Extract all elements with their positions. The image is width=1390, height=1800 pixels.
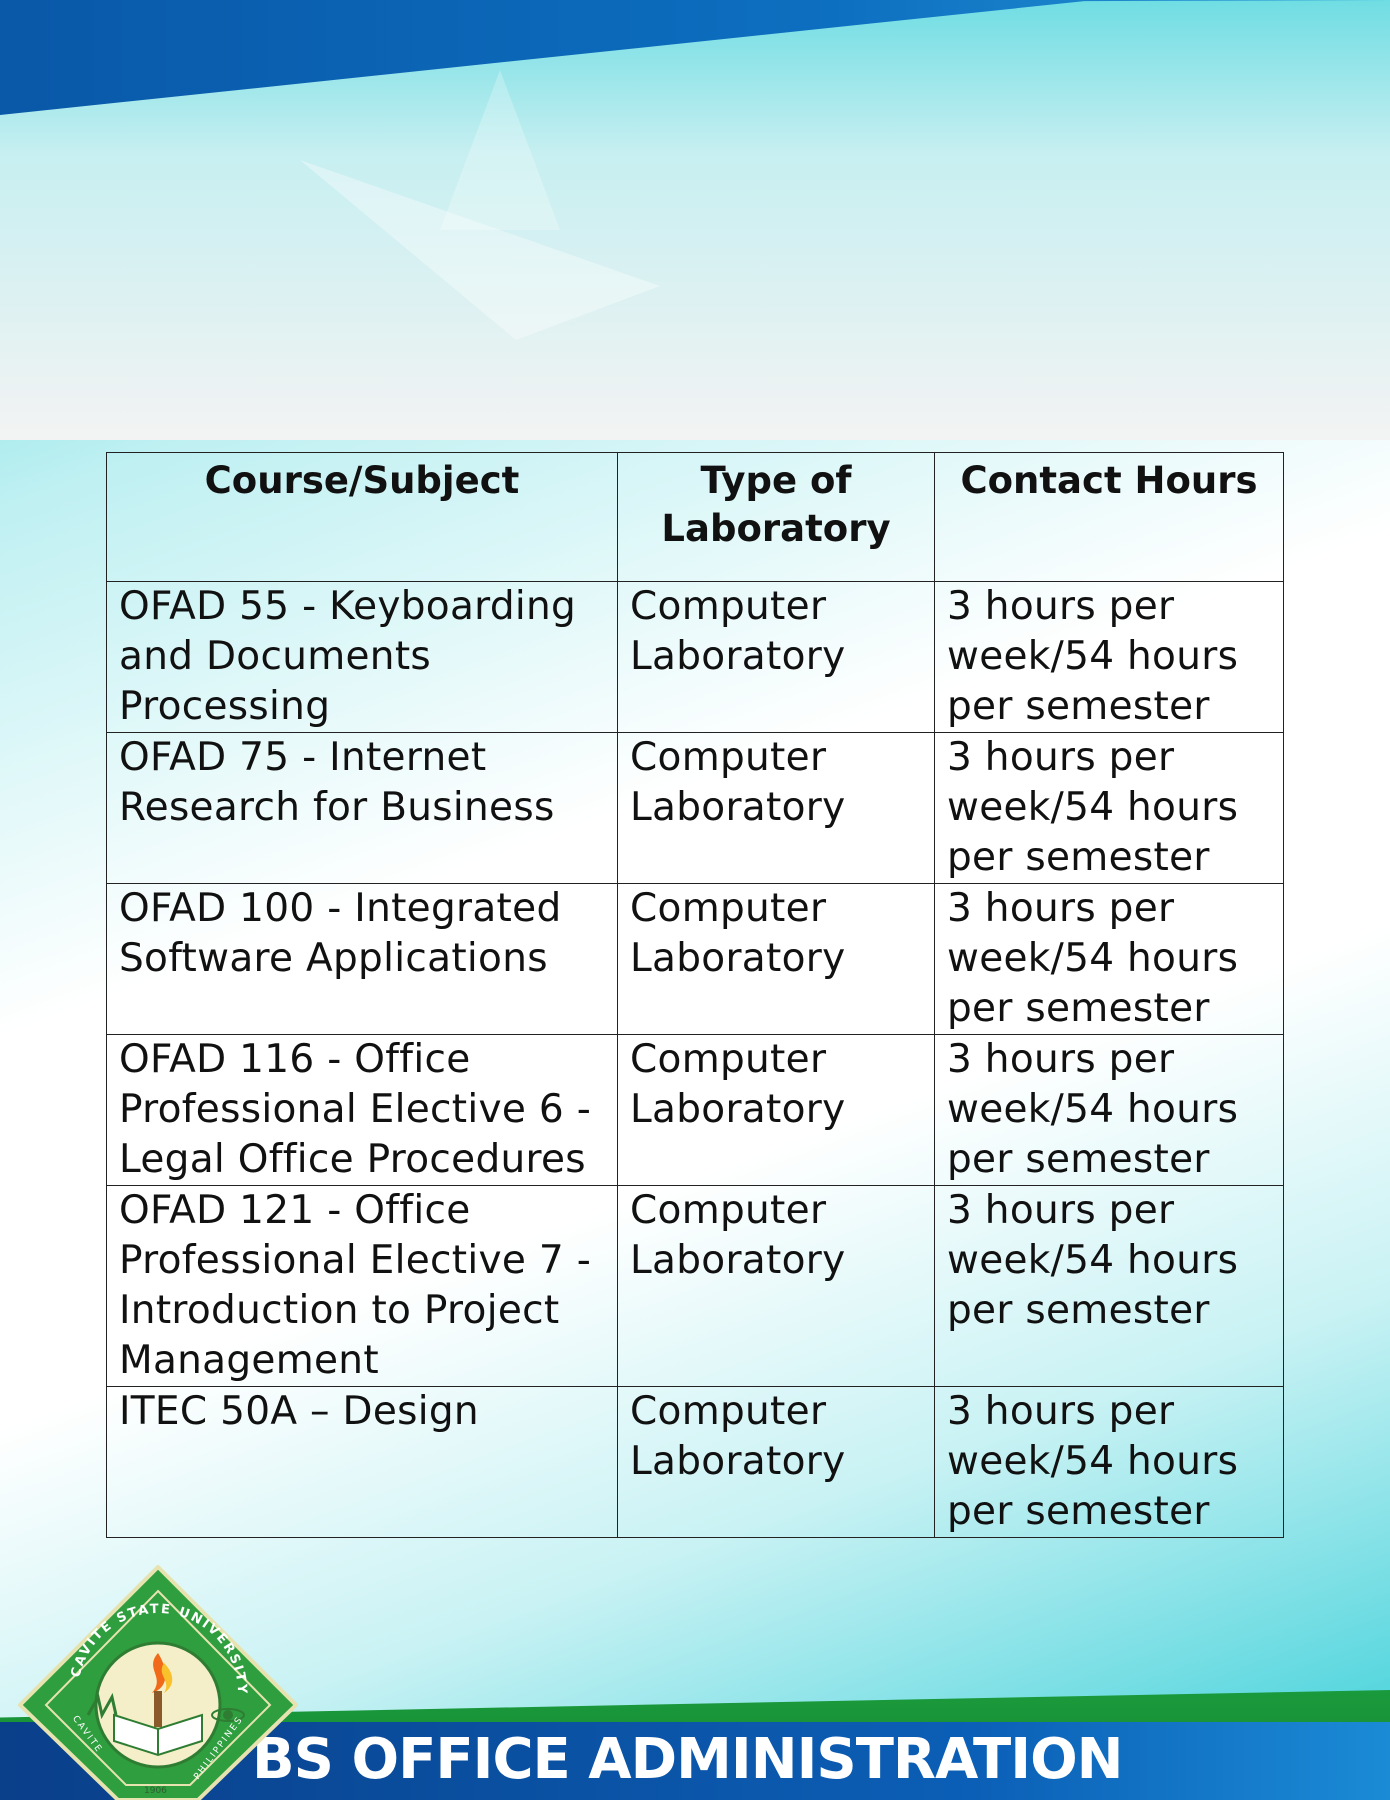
table-row: ITEC 50A – Design Computer Laboratory 3 … xyxy=(106,1386,1284,1538)
cell-lab-type: Computer Laboratory xyxy=(617,732,935,884)
cell-lab-type: Computer Laboratory xyxy=(617,581,935,733)
cell-course: OFAD 116 - Office Professional Elective … xyxy=(106,1034,618,1186)
cell-lab-type: Computer Laboratory xyxy=(617,883,935,1035)
laboratory-table-container: Course/Subject Type of Laboratory Contac… xyxy=(106,452,1284,1538)
table-header-row: Course/Subject Type of Laboratory Contac… xyxy=(106,452,1284,582)
cell-contact-hours: 3 hours per week/54 hours per semester xyxy=(934,732,1284,884)
university-seal-icon: CAVITE STATE UNIVERSITY CAVITE PHILIPPIN… xyxy=(18,1565,298,1800)
program-title: BS OFFICE ADMINISTRATION xyxy=(252,1727,1124,1792)
cell-course: OFAD 75 - Internet Research for Business xyxy=(106,732,618,884)
laboratory-table: Course/Subject Type of Laboratory Contac… xyxy=(106,452,1284,1538)
cell-lab-type: Computer Laboratory xyxy=(617,1185,935,1387)
cell-course: OFAD 100 - Integrated Software Applicati… xyxy=(106,883,618,1035)
table-row: OFAD 116 - Office Professional Elective … xyxy=(106,1034,1284,1186)
cell-course: OFAD 121 - Office Professional Elective … xyxy=(106,1185,618,1387)
decorative-shard xyxy=(440,70,560,230)
table-row: OFAD 100 - Integrated Software Applicati… xyxy=(106,883,1284,1035)
header-blue-stripe xyxy=(0,0,1390,115)
cell-lab-type: Computer Laboratory xyxy=(617,1034,935,1186)
seal-year: 1906 xyxy=(144,1786,167,1796)
cell-contact-hours: 3 hours per week/54 hours per semester xyxy=(934,1185,1284,1387)
table-row: OFAD 55 - Keyboarding and Documents Proc… xyxy=(106,581,1284,733)
cell-contact-hours: 3 hours per week/54 hours per semester xyxy=(934,1034,1284,1186)
cell-course: OFAD 55 - Keyboarding and Documents Proc… xyxy=(106,581,618,733)
header-contact-hours: Contact Hours xyxy=(934,452,1284,582)
cell-contact-hours: 3 hours per week/54 hours per semester xyxy=(934,1386,1284,1538)
cell-contact-hours: 3 hours per week/54 hours per semester xyxy=(934,581,1284,733)
cell-course: ITEC 50A – Design xyxy=(106,1386,618,1538)
header-lab-type: Type of Laboratory xyxy=(617,452,935,582)
cell-lab-type: Computer Laboratory xyxy=(617,1386,935,1538)
cell-contact-hours: 3 hours per week/54 hours per semester xyxy=(934,883,1284,1035)
header-course: Course/Subject xyxy=(106,452,618,582)
table-row: OFAD 75 - Internet Research for Business… xyxy=(106,732,1284,884)
header-background xyxy=(0,0,1390,440)
table-row: OFAD 121 - Office Professional Elective … xyxy=(106,1185,1284,1387)
